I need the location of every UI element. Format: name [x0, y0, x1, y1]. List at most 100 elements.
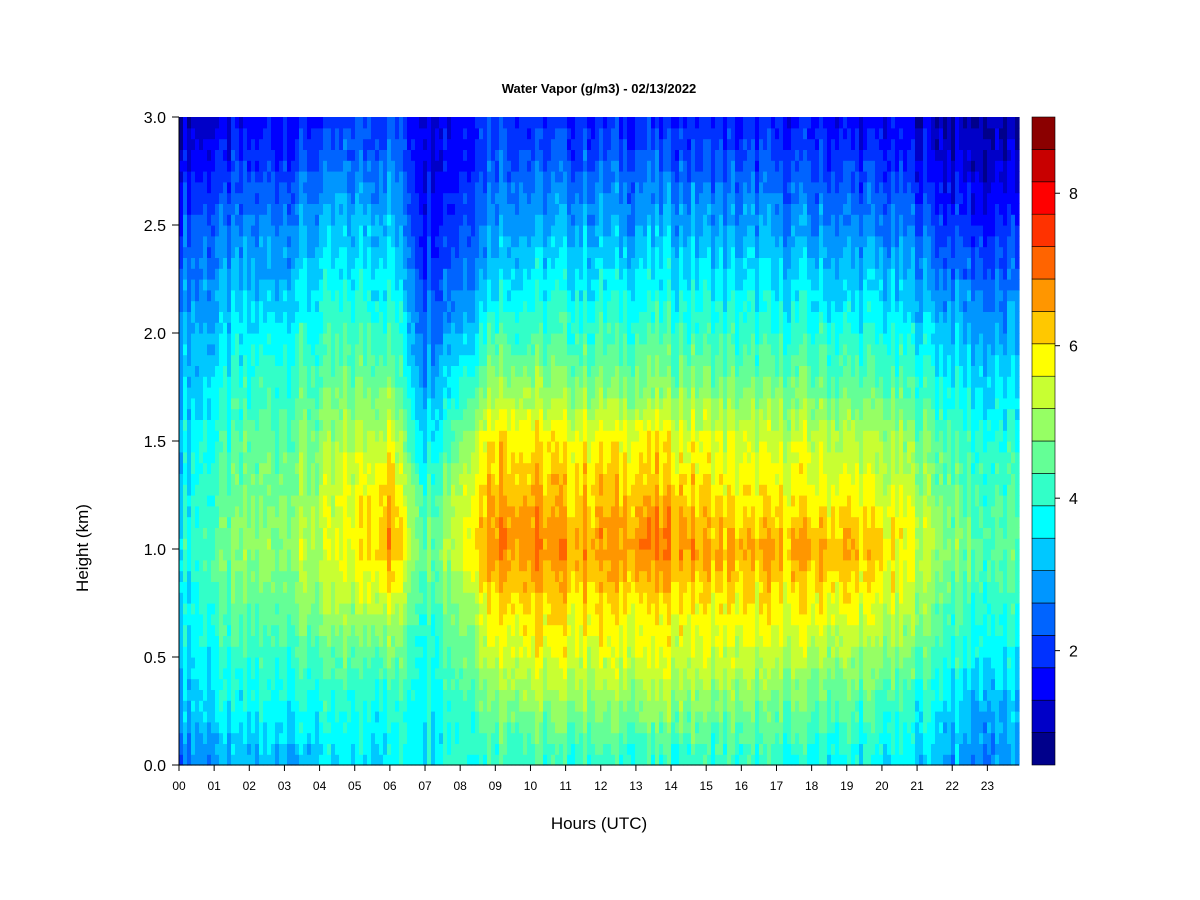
heatmap-cell: [191, 376, 196, 388]
heatmap-cell: [223, 387, 228, 399]
heatmap-cell: [319, 451, 324, 464]
heatmap-cell: [419, 408, 424, 420]
heatmap-cell: [179, 441, 184, 453]
heatmap-cell: [371, 624, 376, 636]
heatmap-cell: [463, 689, 468, 701]
heatmap-cell: [367, 181, 372, 194]
heatmap-cell: [475, 160, 480, 172]
heatmap-cell: [223, 365, 228, 377]
heatmap-cell: [219, 581, 224, 593]
heatmap-cell: [255, 559, 260, 572]
heatmap-cell: [467, 581, 472, 593]
heatmap-cell: [295, 246, 300, 258]
heatmap-cell: [191, 181, 196, 194]
heatmap-cell: [443, 462, 448, 474]
heatmap-cell: [207, 365, 212, 377]
heatmap-cell: [339, 117, 344, 129]
heatmap-cell: [415, 678, 420, 690]
heatmap-cell: [223, 721, 228, 734]
heatmap-cell: [427, 387, 432, 399]
heatmap-cell: [387, 203, 392, 215]
heatmap-cell: [491, 333, 496, 345]
heatmap-cell: [347, 333, 352, 345]
heatmap-cell: [363, 754, 368, 766]
heatmap-cell: [319, 549, 324, 561]
heatmap-cell: [387, 689, 392, 701]
heatmap-cell: [507, 721, 512, 734]
heatmap-cell: [295, 343, 300, 356]
heatmap-cell: [403, 419, 408, 431]
heatmap-cell: [299, 473, 304, 485]
heatmap-cell: [407, 559, 412, 572]
heatmap-cell: [299, 171, 304, 183]
heatmap-cell: [319, 603, 324, 615]
heatmap-cell: [463, 268, 468, 280]
heatmap-cell: [191, 516, 196, 528]
heatmap-cell: [379, 376, 384, 388]
heatmap-cell: [183, 430, 188, 442]
heatmap-cell: [203, 624, 208, 636]
heatmap-cell: [335, 181, 340, 194]
heatmap-cell: [407, 203, 412, 215]
heatmap-cell: [311, 495, 316, 507]
heatmap-cell: [283, 235, 288, 248]
heatmap-cell: [367, 279, 372, 291]
heatmap-cell: [423, 484, 428, 496]
heatmap-cell: [359, 473, 364, 485]
heatmap-cell: [243, 505, 248, 518]
heatmap-cell: [315, 127, 320, 140]
heatmap-cell: [379, 311, 384, 323]
heatmap-cell: [463, 376, 468, 388]
heatmap-cell: [299, 657, 304, 669]
heatmap-cell: [391, 743, 396, 755]
heatmap-cell: [375, 225, 380, 237]
heatmap-cell: [499, 451, 504, 464]
heatmap-cell: [235, 667, 240, 680]
heatmap-cell: [259, 354, 264, 366]
heatmap-cell: [467, 311, 472, 323]
heatmap-cell: [399, 376, 404, 388]
heatmap-cell: [311, 700, 316, 712]
heatmap-cell: [471, 732, 476, 744]
heatmap-cell: [411, 657, 416, 669]
heatmap-cell: [211, 592, 216, 604]
heatmap-cell: [223, 160, 228, 172]
heatmap-cell: [495, 333, 500, 345]
heatmap-cell: [443, 419, 448, 431]
heatmap-cell: [419, 160, 424, 172]
heatmap-cell: [263, 505, 268, 518]
heatmap-cell: [463, 225, 468, 237]
heatmap-cell: [203, 225, 208, 237]
heatmap-cell: [187, 397, 192, 410]
heatmap-cell: [179, 127, 184, 140]
heatmap-cell: [467, 343, 472, 356]
heatmap-cell: [407, 322, 412, 334]
heatmap-cell: [223, 505, 228, 518]
heatmap-cell: [455, 397, 460, 410]
heatmap-cell: [179, 495, 184, 507]
heatmap-cell: [491, 462, 496, 474]
heatmap-cell: [299, 311, 304, 323]
heatmap-cell: [199, 149, 204, 161]
heatmap-cell: [371, 354, 376, 366]
heatmap-cell: [387, 667, 392, 680]
heatmap-cell: [239, 246, 244, 258]
heatmap-cell: [423, 646, 428, 658]
heatmap-cell: [455, 203, 460, 215]
heatmap-cell: [275, 613, 280, 626]
heatmap-cell: [435, 192, 440, 204]
heatmap-cell: [363, 667, 368, 680]
heatmap-cell: [451, 387, 456, 399]
heatmap-cell: [231, 700, 236, 712]
heatmap-cell: [359, 214, 364, 226]
heatmap-cell: [295, 311, 300, 323]
heatmap-cell: [471, 646, 476, 658]
heatmap-cell: [423, 279, 428, 291]
heatmap-cell: [259, 473, 264, 485]
heatmap-cell: [199, 387, 204, 399]
heatmap-cell: [223, 171, 228, 183]
heatmap-cell: [419, 387, 424, 399]
heatmap-cell: [215, 225, 220, 237]
heatmap-cell: [339, 646, 344, 658]
heatmap-cell: [327, 441, 332, 453]
